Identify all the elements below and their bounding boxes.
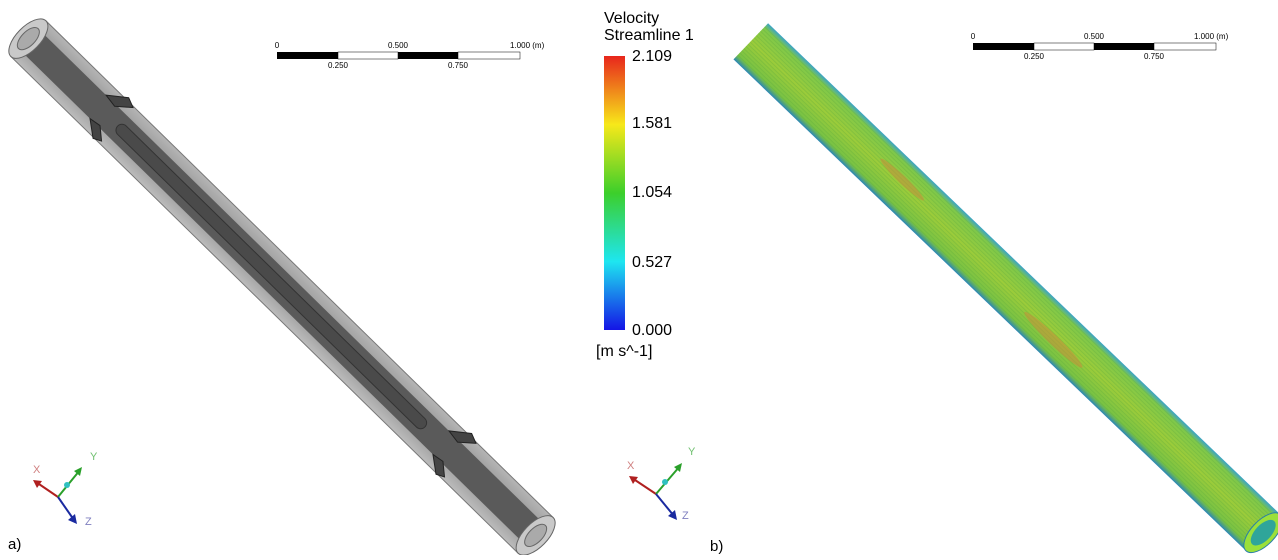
scale-label: 1.000 (m) — [510, 41, 545, 50]
figure: 0 0.500 1.000 (m) 0.250 0.750 0 0.500 1.… — [0, 0, 1278, 555]
legend-tick: 0.000 — [632, 322, 672, 339]
axis-label: Y — [90, 451, 98, 463]
axis-triad: X Y Z — [33, 451, 98, 528]
legend-title: Velocity — [604, 10, 659, 27]
scale-label: 0.750 — [448, 61, 469, 70]
axis-label: Y — [688, 446, 696, 458]
color-bar — [604, 56, 625, 330]
legend-tick: 1.054 — [632, 184, 672, 201]
scale-label: 0.250 — [1024, 52, 1045, 61]
scale-label: 0 — [275, 41, 280, 50]
legend-tick: 2.109 — [632, 48, 672, 65]
scale-label: 0.500 — [1084, 32, 1105, 41]
scale-bar: 0 0.500 1.000 (m) 0.250 0.750 — [971, 32, 1229, 61]
scale-label: 0 — [971, 32, 976, 41]
axis-label: X — [627, 460, 635, 472]
legend-tick: 0.527 — [632, 254, 672, 271]
panel-label: a) — [8, 536, 21, 553]
scale-label: 0.250 — [328, 61, 349, 70]
pipe-geometry — [2, 10, 564, 555]
color-legend: Velocity Streamline 1 2.109 1.581 1.054 … — [596, 10, 694, 360]
axis-label: X — [33, 464, 41, 476]
legend-subtitle: Streamline 1 — [604, 27, 694, 44]
axis-label: Z — [85, 516, 92, 528]
streamline-pipe — [733, 23, 1278, 555]
scale-label: 0.500 — [388, 41, 409, 50]
scale-label: 1.000 (m) — [1194, 32, 1229, 41]
axis-label: Z — [682, 510, 689, 522]
scale-bar: 0 0.500 1.000 (m) 0.250 0.750 — [275, 41, 545, 70]
legend-unit: [m s^-1] — [596, 343, 652, 360]
legend-tick: 1.581 — [632, 115, 672, 132]
panel-label: b) — [710, 538, 723, 555]
scale-label: 0.750 — [1144, 52, 1165, 61]
axis-triad: X Y Z — [627, 446, 696, 522]
